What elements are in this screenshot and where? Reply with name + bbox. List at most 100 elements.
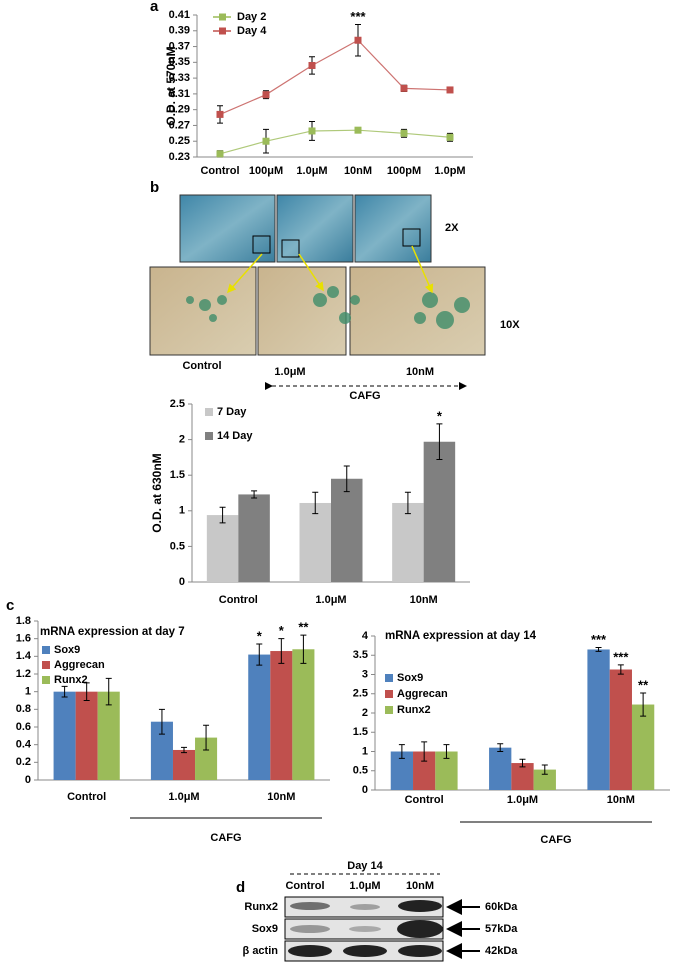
bar bbox=[413, 751, 436, 790]
error-bar bbox=[256, 643, 263, 666]
legend-marker bbox=[42, 676, 50, 684]
error-bar bbox=[300, 634, 307, 664]
y-tick-label: 0.31 bbox=[169, 88, 190, 100]
error-bar bbox=[443, 744, 450, 759]
significance: * bbox=[437, 408, 443, 423]
condition-label: Control bbox=[182, 360, 221, 372]
y-tick-label: 2 bbox=[362, 707, 368, 719]
stain-image bbox=[179, 194, 276, 263]
point bbox=[354, 126, 362, 134]
group-label: CAFG bbox=[540, 834, 571, 846]
protein-label: Runx2 bbox=[244, 901, 278, 913]
bar bbox=[511, 763, 534, 790]
y-tick-label: 1.2 bbox=[16, 668, 31, 680]
point bbox=[400, 84, 408, 92]
y-tick-label: 1.4 bbox=[16, 650, 32, 662]
zoom-arrow bbox=[298, 253, 324, 292]
bar bbox=[489, 747, 512, 790]
magnification: 10X bbox=[500, 319, 520, 331]
y-tick-label: 2.5 bbox=[353, 688, 368, 700]
significance: ** bbox=[638, 677, 649, 692]
x-tick-label: 1.0μM bbox=[168, 791, 199, 803]
y-tick-label: 0 bbox=[362, 784, 368, 796]
x-tick-label: 10nM bbox=[267, 791, 295, 803]
zoom-box bbox=[252, 235, 271, 254]
bar bbox=[390, 751, 414, 790]
legend-marker bbox=[42, 661, 50, 669]
error-bar bbox=[436, 423, 443, 461]
point bbox=[216, 110, 224, 118]
bar bbox=[392, 502, 424, 582]
error-bar bbox=[421, 741, 428, 762]
legend-marker bbox=[385, 690, 393, 698]
error-bar bbox=[398, 744, 405, 759]
y-tick-label: 0.41 bbox=[169, 9, 190, 21]
bar bbox=[238, 494, 270, 582]
y-tick-label: 0 bbox=[179, 576, 185, 588]
bar bbox=[75, 691, 98, 780]
y-tick-label: 4 bbox=[362, 630, 369, 642]
x-tick-label: 10nM bbox=[410, 594, 438, 606]
bar bbox=[150, 721, 173, 780]
y-tick-label: 0.2 bbox=[16, 756, 31, 768]
y-tick-label: 3.5 bbox=[353, 649, 368, 661]
x-tick-label: 1.0μM bbox=[296, 165, 327, 177]
significance: *** bbox=[350, 9, 366, 24]
lane-label: 10nM bbox=[406, 880, 434, 892]
zoom-box bbox=[281, 239, 300, 258]
bar bbox=[97, 691, 120, 780]
y-tick-label: 0 bbox=[25, 774, 31, 786]
condition-label: 1.0μM bbox=[274, 366, 305, 378]
protein-label: Sox9 bbox=[252, 923, 278, 935]
y-tick-label: 1.8 bbox=[16, 615, 31, 627]
legend-marker bbox=[219, 27, 226, 35]
x-tick-label: 100μM bbox=[249, 165, 283, 177]
error-bar bbox=[251, 490, 258, 499]
significance: ** bbox=[298, 620, 309, 635]
point bbox=[216, 150, 224, 158]
bar bbox=[435, 751, 458, 790]
x-tick-label: 10nM bbox=[607, 794, 635, 806]
significance: * bbox=[257, 628, 263, 643]
time-label: Day 14 bbox=[347, 860, 383, 872]
y-tick-label: 1.6 bbox=[16, 633, 31, 645]
y-tick-label: 2 bbox=[179, 434, 185, 446]
legend-label: 14 Day bbox=[217, 430, 253, 442]
bar bbox=[292, 649, 315, 780]
x-tick-label: 1.0μM bbox=[507, 794, 538, 806]
y-tick-label: 0.8 bbox=[16, 703, 31, 715]
error-bar bbox=[519, 758, 526, 768]
bar bbox=[172, 749, 196, 780]
treatment-label: CAFG bbox=[349, 390, 380, 402]
panel-label: b bbox=[150, 179, 159, 196]
error-bar bbox=[617, 664, 624, 675]
stain-image bbox=[149, 266, 257, 356]
point bbox=[308, 127, 316, 135]
error-bar bbox=[343, 465, 350, 493]
legend-marker bbox=[42, 646, 50, 654]
zoom-arrow bbox=[226, 253, 263, 294]
y-tick-label: 1 bbox=[362, 745, 368, 757]
legend-marker bbox=[205, 408, 213, 416]
error-bar bbox=[219, 506, 226, 524]
y-axis-label: O.D. at 630nM bbox=[150, 453, 164, 532]
protein-label: β actin bbox=[243, 945, 279, 957]
point bbox=[354, 36, 362, 44]
size-label: 57kDa bbox=[485, 923, 518, 935]
error-bar bbox=[61, 685, 68, 698]
error-bar bbox=[105, 677, 112, 706]
x-tick-label: Control bbox=[67, 791, 106, 803]
series-line bbox=[219, 129, 451, 155]
legend-marker bbox=[385, 674, 393, 682]
chart-title: mRNA expression at day 14 bbox=[385, 630, 537, 642]
error-bar bbox=[312, 491, 319, 515]
significance: * bbox=[279, 623, 285, 638]
y-tick-label: 0.27 bbox=[169, 119, 190, 131]
bar bbox=[631, 704, 655, 790]
y-tick-label: 1 bbox=[179, 505, 185, 517]
bar bbox=[53, 691, 76, 780]
y-tick-label: 0.4 bbox=[16, 739, 32, 751]
bar bbox=[270, 651, 293, 780]
magnification: 2X bbox=[445, 222, 459, 234]
